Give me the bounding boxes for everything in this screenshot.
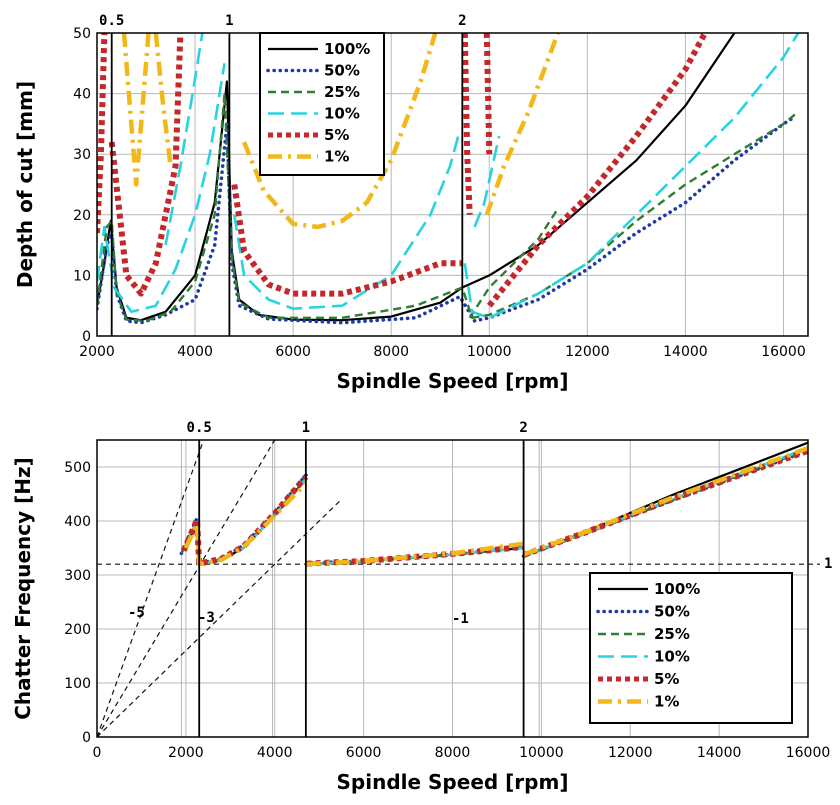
chart1-x-axis-label: Spindle Speed [rpm] <box>337 770 569 794</box>
depth-of-cut-chart: 0.5 1 2 2000 4000 6000 8000 10000 12000 14000 1600… <box>13 13 809 393</box>
chart1-y-tick-label: 0 <box>82 730 91 746</box>
chart1-x-tick-label: 0 <box>93 745 102 761</box>
chart1-legend-label-2: 25% <box>654 625 690 643</box>
chart1-y-tick-label: 400 <box>64 514 91 530</box>
chart1-x-tick-label: 2000 <box>168 745 204 761</box>
chart0-series-3-segment <box>463 33 800 320</box>
chart0-x-tick-label: 10000 <box>467 344 512 360</box>
chart1-reference-line <box>97 498 342 737</box>
chart0-marker-label: 0.5 <box>99 13 124 29</box>
chart0-marker-label: 1 <box>225 13 233 29</box>
chart1-series-3-segment <box>182 478 307 566</box>
chart0-series-3-segment <box>473 135 501 228</box>
chart1-series-1-segment <box>521 449 808 558</box>
chart0-series-2-segment <box>468 208 559 319</box>
chart1-series-group <box>179 441 808 567</box>
chart1-legend-label-1: 50% <box>654 603 690 621</box>
chart1-legend-label-0: 100% <box>654 580 700 598</box>
chart1-legend-label-3: 10% <box>654 648 690 666</box>
chart0-series-3-segment <box>233 129 462 310</box>
chart1-x-tick-label: 6000 <box>346 745 382 761</box>
chart0-legend <box>259 32 385 176</box>
chart1-series-5-segment <box>183 481 308 567</box>
chart1-x-tick-label: 16000 <box>786 745 831 761</box>
chart0-y-tick-label: 40 <box>73 87 91 103</box>
chart1-y-tick-label: 300 <box>64 568 91 584</box>
chart0-x-axis-label: Spindle Speed [rpm] <box>337 369 569 393</box>
chart1-x-tick-label: 8000 <box>435 745 471 761</box>
chart0-series-5-segment <box>121 33 151 187</box>
chart0-series-5-segment <box>242 33 438 230</box>
chart0-series-0-segment <box>97 33 736 322</box>
chart0-series-5-segment <box>153 33 173 167</box>
chart0-series-1-segment <box>97 116 796 325</box>
chart0-series-5-segment <box>484 33 561 216</box>
chart0-y-tick-label: 50 <box>73 26 91 42</box>
chart0-series-4-segment <box>231 184 463 297</box>
chart1-reference-label: -5 <box>128 605 145 621</box>
chart0-y-tick-label: 30 <box>73 147 91 163</box>
chart0-legend-label-0: 100% <box>324 40 370 58</box>
chart0-x-tick-label: 4000 <box>177 344 213 360</box>
chart0-plot-frame <box>96 32 809 337</box>
chart0-series-4-segment <box>483 33 493 155</box>
chatter-frequency-chart: 1-5 -3 -10.5 1 20 2000 4000 6000 8000 10000 12000 1… <box>11 420 832 794</box>
chart1-reference-line <box>97 440 276 737</box>
chart0-y-axis-label: Depth of cut [mm] <box>13 81 37 288</box>
chart0-legend-label-3: 10% <box>324 105 360 123</box>
chart0-y-tick-label: 20 <box>73 208 91 224</box>
chart1-y-tick-label: 500 <box>64 460 91 476</box>
chart1-x-tick-label: 14000 <box>697 745 742 761</box>
chart0-series-3-segment <box>164 33 204 246</box>
chart1-reference-label: -3 <box>198 610 215 626</box>
chart0-y-tick-label: 0 <box>82 329 91 345</box>
chart0-marker-label: 2 <box>458 13 466 29</box>
chart0-series-2-segment <box>97 92 799 323</box>
chart0-series-4-segment <box>108 33 184 297</box>
chart1-y-tick-label: 200 <box>64 622 91 638</box>
chart1-marker-label: 0.5 <box>187 420 212 436</box>
chart0-x-tick-label: 2000 <box>79 344 115 360</box>
chart1-reference-label: 1 <box>824 556 832 572</box>
chart0-legend-label-5: 1% <box>324 148 349 166</box>
chart1-marker-label: 1 <box>302 420 310 436</box>
chart0-legend-label-4: 5% <box>324 126 349 144</box>
chart0-x-tick-label: 14000 <box>663 344 708 360</box>
chart1-x-tick-label: 4000 <box>257 745 293 761</box>
chart0-x-tick-label: 16000 <box>761 344 806 360</box>
chart1-reference-line <box>97 440 205 737</box>
chart0-series-4-segment <box>486 33 708 308</box>
chart1-y-tick-label: 100 <box>64 676 91 692</box>
chart1-series-5-segment <box>306 541 524 567</box>
chart1-legend-label-4: 5% <box>654 670 679 688</box>
chart1-y-axis-label: Chatter Frequency [Hz] <box>11 457 35 720</box>
chart0-series-group <box>97 33 800 325</box>
chart1-marker-label: 2 <box>519 420 527 436</box>
chart0-series-4-segment <box>97 33 108 234</box>
chart1-legend <box>589 572 793 724</box>
chart1-legend-label-5: 1% <box>654 693 679 711</box>
chart1-x-tick-label: 10000 <box>519 745 564 761</box>
chart1-plot-frame <box>96 439 809 738</box>
chart0-legend-label-2: 25% <box>324 83 360 101</box>
chart1-x-tick-label: 12000 <box>608 745 653 761</box>
chart0-x-tick-label: 6000 <box>275 344 311 360</box>
chart0-series-4-segment <box>461 33 473 215</box>
chart0-legend-label-1: 50% <box>324 62 360 80</box>
chart0-y-tick-label: 10 <box>73 268 91 284</box>
chart1-series-5-segment <box>522 445 808 557</box>
chart0-x-tick-label: 12000 <box>565 344 610 360</box>
chart0-x-tick-label: 8000 <box>373 344 409 360</box>
chart1-reference-label: -1 <box>452 611 469 627</box>
chart0-series-3-segment <box>97 63 226 314</box>
